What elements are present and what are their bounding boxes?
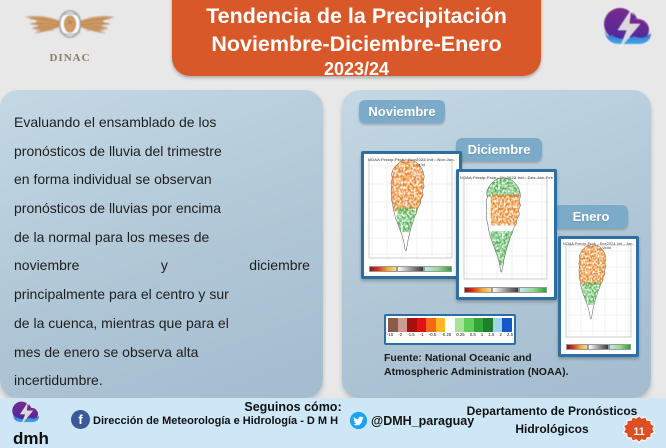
svg-text:11: 11 [633, 426, 644, 438]
